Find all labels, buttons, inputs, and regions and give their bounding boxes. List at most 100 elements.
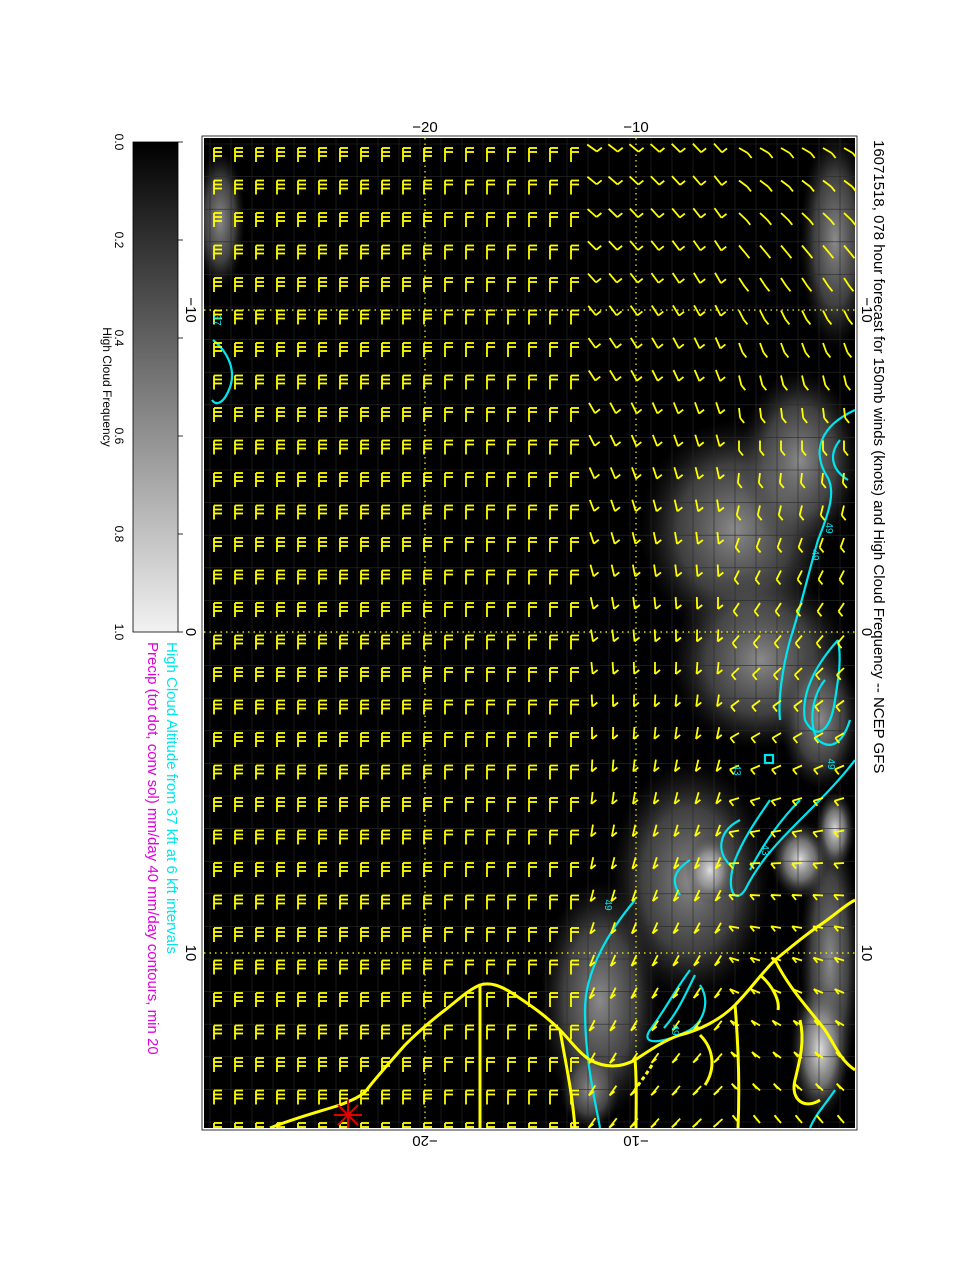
wind-barb — [528, 179, 537, 195]
right-tick-label: 10 — [858, 945, 875, 962]
wind-barb — [773, 634, 782, 649]
wind-barb — [674, 564, 683, 578]
wind-barb — [570, 569, 579, 585]
wind-barb — [610, 922, 617, 935]
wind-barb — [381, 699, 390, 715]
wind-barb — [812, 894, 824, 901]
wind-barb — [318, 1024, 327, 1040]
wind-barb — [814, 699, 824, 713]
wind-barb — [570, 797, 579, 812]
wind-barb — [528, 537, 537, 552]
wind-barb — [549, 569, 558, 585]
wind-barb — [381, 797, 390, 812]
wind-barb — [780, 440, 786, 457]
wind-barb — [528, 699, 537, 715]
wind-barb — [773, 1082, 782, 1092]
wind-barb — [549, 504, 558, 520]
wind-barb — [570, 342, 579, 357]
wind-barb — [465, 959, 474, 975]
wind-barb — [213, 277, 222, 292]
wind-barb — [381, 829, 390, 845]
wind-barb — [276, 1122, 285, 1128]
wind-barb — [715, 402, 726, 415]
wind-barb — [672, 987, 680, 999]
wind-barb — [276, 439, 285, 455]
wind-barb — [381, 342, 390, 357]
wind-barb — [570, 959, 579, 975]
wind-barb — [630, 987, 638, 1000]
wind-barb — [360, 277, 369, 292]
wind-barb — [631, 499, 642, 512]
wind-barb — [444, 439, 453, 455]
wind-barb — [770, 925, 782, 932]
wind-barb — [570, 504, 579, 520]
wind-barb — [833, 829, 845, 838]
wind-barb — [465, 147, 474, 162]
wind-barb — [486, 504, 495, 520]
wind-barb — [276, 797, 285, 812]
wind-barb — [444, 797, 453, 812]
wind-barb — [833, 862, 845, 870]
wind-barb — [276, 959, 285, 975]
wind-barb — [608, 240, 623, 251]
wind-barb — [750, 764, 761, 776]
wind-barb — [751, 1051, 761, 1059]
wind-barb — [674, 531, 683, 545]
wind-barb — [213, 309, 222, 325]
wind-barb — [813, 988, 824, 995]
wind-barb — [694, 402, 705, 415]
wind-barb — [822, 244, 835, 259]
wind-barb — [444, 959, 453, 975]
wind-barb — [549, 179, 558, 195]
wind-barb — [776, 537, 783, 553]
wind-barb — [381, 862, 390, 877]
wind-barb — [528, 894, 537, 910]
wind-barb — [465, 894, 474, 910]
wind-barb — [276, 147, 285, 162]
wind-barb — [444, 602, 453, 617]
wind-barb — [549, 927, 558, 942]
wind-barb — [549, 667, 558, 682]
contour-labels: 37 49 43 49 43 49 49 49 — [211, 314, 836, 1036]
wind-barb — [318, 147, 327, 162]
wind-barb — [213, 179, 222, 195]
wind-barb — [423, 244, 432, 260]
wind-barb — [528, 667, 537, 682]
wind-barb — [570, 699, 579, 715]
wind-barb — [715, 726, 723, 740]
wind-barb — [339, 179, 348, 195]
wind-barb — [465, 992, 474, 1007]
wind-barb — [822, 179, 836, 193]
wind-barb — [735, 505, 742, 521]
wind-barb — [297, 992, 306, 1007]
colorbar-gradient — [132, 141, 179, 633]
wind-barb — [234, 569, 243, 585]
wind-barb — [673, 434, 684, 447]
wind-barb — [570, 1122, 579, 1128]
wind-barb — [339, 309, 348, 325]
wind-barb — [465, 179, 474, 195]
wind-barb — [423, 1122, 432, 1128]
colorbar-ticks: 0.0 0.2 0.4 0.6 0.8 1.0 — [112, 134, 183, 641]
wind-barb — [486, 959, 495, 975]
wind-barb — [791, 894, 803, 901]
wind-barb — [381, 472, 390, 487]
wind-barb — [444, 1122, 453, 1128]
wind-barb — [339, 569, 348, 585]
wind-barb — [486, 537, 495, 552]
wind-barb — [610, 564, 620, 578]
wind-barb — [213, 602, 222, 617]
wind-barb — [798, 505, 805, 521]
wind-barb — [507, 147, 516, 162]
wind-barb — [570, 1057, 579, 1072]
wind-barb — [402, 1057, 411, 1072]
wind-barb — [234, 699, 243, 715]
right-tick-label: −10 — [858, 297, 875, 322]
wind-barb — [631, 531, 642, 545]
wind-barb — [650, 304, 664, 317]
wind-barb — [570, 309, 579, 325]
left-tick-label: 10 — [182, 945, 199, 962]
wind-barb — [381, 439, 390, 455]
wind-barb — [402, 634, 411, 650]
wind-barb — [695, 531, 704, 545]
